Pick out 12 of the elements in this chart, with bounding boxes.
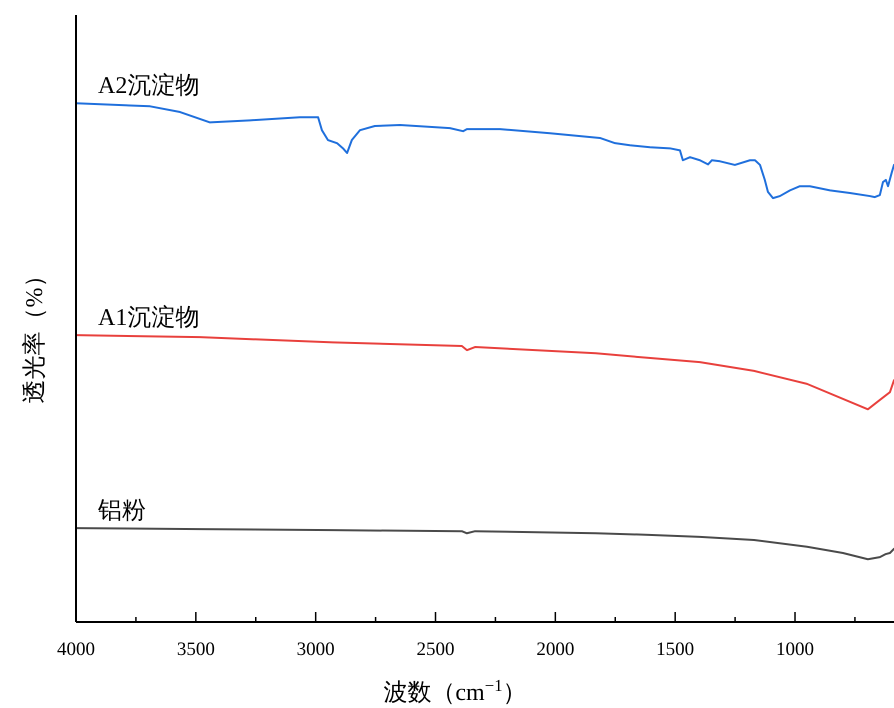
series-label: A2沉淀物 bbox=[98, 72, 200, 100]
x-axis-title: 波数（cm$^{−1}$） bbox=[383, 676, 527, 706]
x-tick-label: 2000 bbox=[536, 639, 574, 660]
x-tick-label: 2500 bbox=[416, 639, 455, 660]
series-label: 铝粉 bbox=[97, 498, 146, 524]
x-tick-label: 3500 bbox=[176, 639, 215, 660]
y-axis-title: 透光率（%） bbox=[21, 264, 48, 404]
x-tick-label: 1000 bbox=[776, 639, 814, 660]
x-tick-label: 1500 bbox=[656, 639, 694, 660]
x-tick-label: 4000 bbox=[57, 639, 95, 660]
series-label: A1沉淀物 bbox=[98, 304, 200, 332]
x-tick-label: 3000 bbox=[296, 639, 335, 660]
